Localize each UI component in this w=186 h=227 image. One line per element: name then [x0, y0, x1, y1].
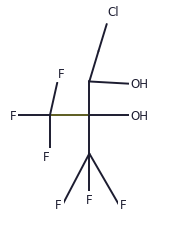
Text: F: F [120, 198, 126, 211]
Text: OH: OH [131, 78, 149, 91]
Text: F: F [58, 68, 65, 81]
Text: F: F [55, 198, 62, 211]
Text: F: F [9, 109, 16, 122]
Text: Cl: Cl [108, 6, 119, 19]
Text: F: F [86, 193, 93, 206]
Text: F: F [42, 151, 49, 163]
Text: OH: OH [131, 109, 149, 122]
